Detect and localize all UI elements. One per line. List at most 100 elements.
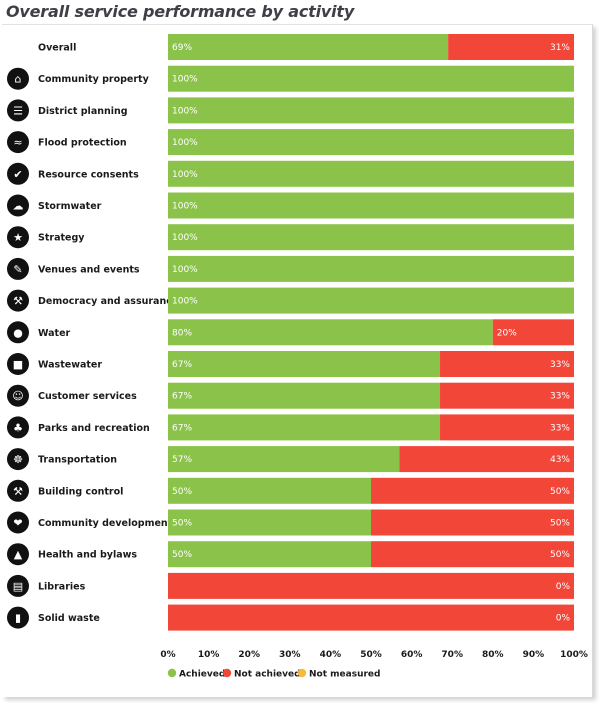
category-label: Wastewater: [38, 360, 102, 371]
value-label-achieved: 100%: [172, 202, 198, 212]
category-label: Solid waste: [38, 613, 100, 624]
legend-swatch: [167, 668, 177, 678]
wheel-icon: [7, 448, 29, 471]
category-label: District planning: [38, 106, 128, 117]
category-label: Flood protection: [38, 138, 127, 149]
bar-not-achieved: [448, 34, 574, 60]
handshake-icon-glyph: ❤: [13, 517, 22, 530]
flood-icon: [7, 131, 29, 154]
bar-not-achieved: [168, 604, 574, 631]
x-tick-label: 60%: [401, 650, 423, 660]
book-icon: [7, 574, 29, 597]
x-tick-label: 10%: [198, 650, 220, 660]
value-label-not-achieved: 50%: [550, 519, 570, 529]
tree-icon-glyph: ♣: [13, 421, 23, 434]
bar-not-achieved: [440, 382, 574, 409]
bin-icon: [7, 606, 29, 629]
category-label: Democracy and assurance: [38, 296, 178, 307]
legend-entry: Not measured: [309, 670, 380, 680]
bar-achieved: [168, 34, 449, 60]
category-label: Libraries: [38, 581, 86, 592]
legend-swatch: [222, 668, 232, 678]
legend-entry: Achieved: [179, 670, 225, 680]
cloud-icon: [7, 194, 29, 217]
x-tick-label: 50%: [360, 650, 382, 660]
bar-not-achieved: [492, 319, 574, 346]
bar-not-achieved: [440, 414, 574, 441]
bar-achieved: [168, 97, 574, 124]
value-label-not-achieved: 33%: [550, 360, 570, 370]
lightbulb-icon: [7, 226, 29, 249]
value-label-achieved: 100%: [172, 170, 198, 180]
value-label-achieved: 100%: [172, 265, 198, 275]
bar-achieved: [168, 541, 371, 568]
bar-not-achieved: [399, 446, 574, 473]
bar-achieved: [168, 509, 371, 536]
bin-icon-glyph: ▮: [15, 612, 21, 625]
category-label: Parks and recreation: [38, 423, 150, 434]
x-tick-label: 90%: [523, 650, 545, 660]
bar-achieved: [168, 414, 441, 441]
value-label-achieved: 50%: [172, 519, 192, 529]
x-tick-label: 40%: [320, 650, 342, 660]
value-label-achieved: 67%: [172, 423, 192, 433]
value-label-not-achieved: 0%: [556, 614, 571, 624]
value-label-achieved: 100%: [172, 138, 198, 148]
category-label: Customer services: [38, 391, 137, 402]
value-label-not-achieved: 0%: [556, 582, 571, 592]
gavel-icon-glyph: ⚒: [13, 295, 23, 308]
x-tick-label: 80%: [482, 650, 504, 660]
value-label-achieved: 69%: [172, 43, 192, 53]
pen-icon-glyph: ✎: [13, 263, 22, 276]
toilet-icon: [7, 353, 29, 375]
pen-icon: [7, 257, 29, 280]
category-label: Resource consents: [38, 169, 139, 180]
value-label-not-achieved: 33%: [550, 423, 570, 433]
person-icon-glyph: ☺: [12, 390, 23, 403]
legend-swatch: [297, 668, 307, 678]
value-label-achieved: 100%: [172, 75, 198, 85]
value-label-not-achieved: 33%: [550, 392, 570, 402]
value-label-achieved: 100%: [172, 233, 198, 243]
bar-achieved: [168, 287, 574, 314]
person-icon: [7, 384, 29, 407]
category-label: Stormwater: [38, 201, 102, 212]
x-tick-label: 30%: [279, 650, 301, 660]
hammer-icon-glyph: ⚒: [13, 485, 23, 498]
gavel-icon: [7, 289, 29, 312]
flood-icon-glyph: ≈: [13, 136, 22, 149]
book-icon-glyph: ▤: [13, 580, 23, 593]
house-icon: [7, 67, 29, 90]
category-label: Strategy: [38, 233, 85, 244]
value-label-achieved: 67%: [172, 360, 192, 370]
bar-achieved: [168, 382, 441, 409]
value-label-achieved: 100%: [172, 297, 198, 307]
planning-icon-glyph: ☰: [13, 104, 23, 117]
category-label: Transportation: [38, 455, 117, 466]
category-label: Health and bylaws: [38, 550, 137, 561]
bar-achieved: [168, 129, 574, 156]
value-label-achieved: 100%: [172, 106, 198, 116]
bar-achieved: [168, 160, 574, 187]
bar-not-achieved: [440, 351, 574, 377]
chart-title: Overall service performance by activity: [6, 2, 355, 21]
x-tick-label: 20%: [238, 650, 260, 660]
bar-achieved: [168, 351, 441, 377]
category-label: Building control: [38, 486, 123, 497]
value-label-not-achieved: 50%: [550, 550, 570, 560]
value-label-not-achieved: 20%: [497, 328, 517, 338]
hammer-icon: [7, 479, 29, 502]
consent-icon-glyph: ✔: [13, 168, 22, 181]
tree-icon: [7, 416, 29, 439]
value-label-achieved: 50%: [172, 487, 192, 497]
category-label: Community property: [38, 74, 150, 85]
bar-achieved: [168, 224, 574, 251]
cloud-icon-glyph: ☁: [13, 200, 24, 213]
bar-achieved: [168, 477, 371, 504]
planning-icon: [7, 99, 29, 122]
value-label-achieved: 67%: [172, 392, 192, 402]
x-tick-label: 0%: [160, 650, 175, 660]
house-icon-glyph: ⌂: [15, 73, 22, 86]
value-label-not-achieved: 50%: [550, 487, 570, 497]
